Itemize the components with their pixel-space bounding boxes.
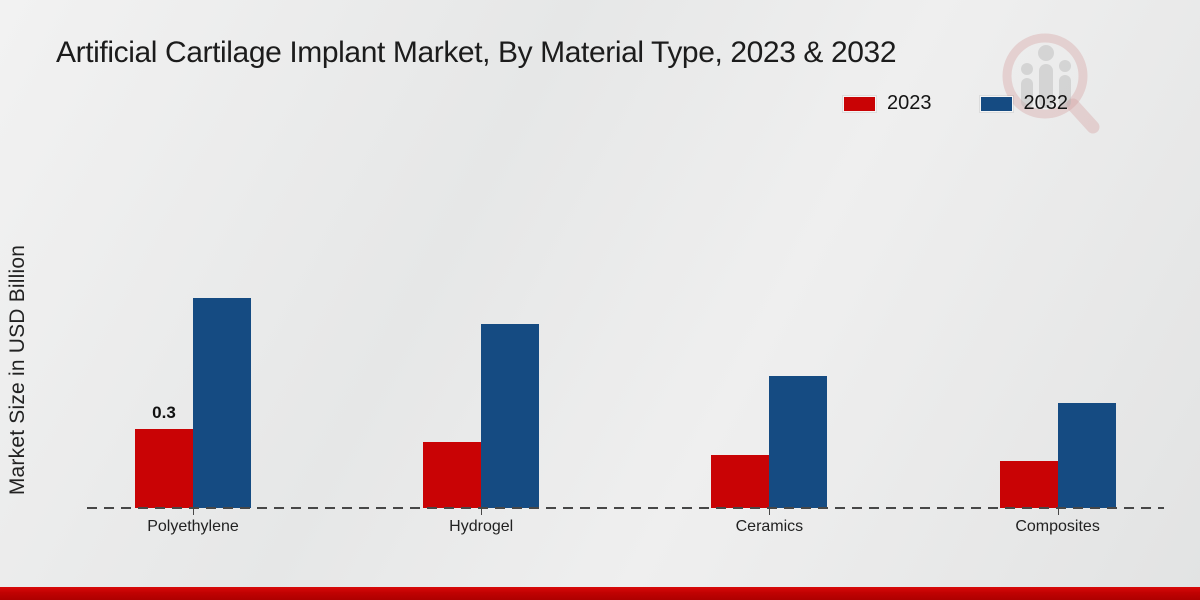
x-axis-tick	[1057, 509, 1059, 515]
bar-2032-ceramics	[769, 376, 828, 508]
category-label-hydrogel: Hydrogel	[449, 518, 514, 535]
chart-title: Artificial Cartilage Implant Market, By …	[56, 36, 897, 69]
x-axis-baseline	[87, 507, 1164, 509]
bottom-accent-band	[0, 587, 1200, 600]
bar-2023-ceramics	[711, 455, 770, 508]
data-label-2023-polyethylene: 0.3	[152, 403, 176, 422]
legend-label-2032: 2032	[1023, 92, 1069, 114]
category-label-polyethylene: Polyethylene	[147, 518, 239, 535]
legend-swatch-2032	[979, 95, 1013, 112]
x-axis-tick	[769, 509, 771, 515]
bar-2032-polyethylene	[193, 298, 251, 508]
bar-2032-composites	[1057, 403, 1116, 508]
bar-2023-polyethylene	[135, 429, 193, 508]
category-label-composites: Composites	[1015, 518, 1100, 535]
x-axis-tick	[481, 509, 483, 515]
legend-item-2032: 2032	[979, 92, 1069, 115]
legend-label-2023: 2023	[887, 92, 932, 114]
legend-item-2023: 2023	[843, 92, 932, 115]
bar-2023-composites	[999, 461, 1058, 508]
category-label-ceramics: Ceramics	[735, 518, 804, 535]
y-axis-title: Market Size in USD Billion	[6, 244, 29, 496]
magnifier-logo-watermark-icon	[1002, 33, 1100, 134]
x-axis-tick	[193, 509, 194, 515]
legend-swatch-2023	[843, 95, 876, 112]
bar-2032-hydrogel	[481, 324, 540, 508]
legend: 2023 2032	[843, 92, 1068, 115]
bar-2023-hydrogel	[423, 442, 482, 508]
